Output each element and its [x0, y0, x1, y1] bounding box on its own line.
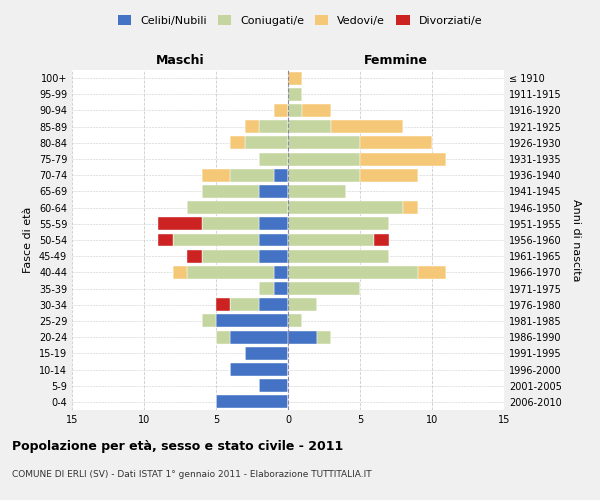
Bar	[216, 298, 230, 311]
Y-axis label: Fasce di età: Fasce di età	[23, 207, 33, 273]
Text: Femmine: Femmine	[364, 54, 428, 67]
Bar	[360, 136, 432, 149]
Bar	[187, 201, 288, 214]
Bar	[173, 266, 187, 279]
Bar	[288, 169, 360, 181]
Bar	[288, 185, 346, 198]
Bar	[259, 298, 288, 311]
Bar	[288, 314, 302, 328]
Bar	[288, 201, 403, 214]
Bar	[230, 363, 288, 376]
Bar	[230, 298, 259, 311]
Bar	[259, 282, 274, 295]
Bar	[259, 379, 288, 392]
Bar	[374, 234, 389, 246]
Bar	[288, 104, 302, 117]
Bar	[288, 282, 360, 295]
Bar	[274, 169, 288, 181]
Bar	[360, 169, 418, 181]
Bar	[288, 250, 389, 262]
Bar	[187, 266, 274, 279]
Bar	[418, 266, 446, 279]
Text: Maschi: Maschi	[155, 54, 205, 67]
Bar	[259, 218, 288, 230]
Bar	[216, 330, 230, 344]
Bar	[288, 234, 374, 246]
Y-axis label: Anni di nascita: Anni di nascita	[571, 198, 581, 281]
Bar	[288, 72, 302, 85]
Bar	[288, 136, 360, 149]
Bar	[259, 152, 288, 166]
Bar	[360, 152, 446, 166]
Legend: Celibi/Nubili, Coniugati/e, Vedovi/e, Divorziati/e: Celibi/Nubili, Coniugati/e, Vedovi/e, Di…	[113, 10, 487, 30]
Bar	[230, 169, 274, 181]
Text: COMUNE DI ERLI (SV) - Dati ISTAT 1° gennaio 2011 - Elaborazione TUTTITALIA.IT: COMUNE DI ERLI (SV) - Dati ISTAT 1° genn…	[12, 470, 371, 479]
Bar	[288, 120, 331, 133]
Bar	[202, 250, 259, 262]
Bar	[259, 234, 288, 246]
Bar	[245, 120, 259, 133]
Bar	[158, 218, 202, 230]
Bar	[288, 266, 418, 279]
Bar	[202, 185, 259, 198]
Bar	[216, 396, 288, 408]
Bar	[288, 330, 317, 344]
Bar	[216, 314, 288, 328]
Bar	[245, 347, 288, 360]
Bar	[317, 330, 331, 344]
Bar	[173, 234, 259, 246]
Bar	[274, 266, 288, 279]
Bar	[302, 104, 331, 117]
Bar	[202, 314, 216, 328]
Text: Popolazione per età, sesso e stato civile - 2011: Popolazione per età, sesso e stato civil…	[12, 440, 343, 453]
Bar	[259, 185, 288, 198]
Bar	[259, 120, 288, 133]
Bar	[187, 250, 202, 262]
Bar	[259, 250, 288, 262]
Bar	[158, 234, 173, 246]
Bar	[288, 298, 317, 311]
Bar	[202, 218, 259, 230]
Bar	[288, 152, 360, 166]
Bar	[331, 120, 403, 133]
Bar	[245, 136, 288, 149]
Bar	[202, 169, 230, 181]
Bar	[230, 330, 288, 344]
Bar	[403, 201, 418, 214]
Bar	[274, 104, 288, 117]
Bar	[274, 282, 288, 295]
Bar	[288, 88, 302, 101]
Bar	[288, 218, 389, 230]
Bar	[230, 136, 245, 149]
